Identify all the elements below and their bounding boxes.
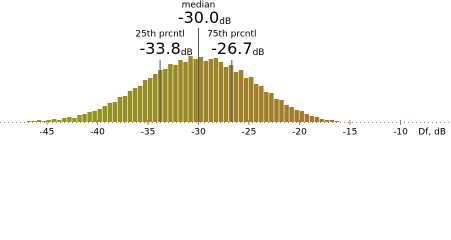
annotation-value: -33.8dB <box>139 39 192 58</box>
bar <box>228 65 234 122</box>
annotation-label: 25th prcntl <box>135 30 184 40</box>
bar <box>329 120 335 122</box>
bar <box>163 69 168 122</box>
x-tick-label: -20 <box>292 128 307 138</box>
annotation-value: -30.0dB <box>178 8 231 27</box>
bar <box>112 102 118 122</box>
annotation-unit: dB <box>219 17 231 27</box>
bar <box>269 93 274 122</box>
bar <box>92 111 97 122</box>
x-tick-label: -45 <box>40 128 55 138</box>
bar <box>173 65 178 122</box>
bar <box>238 70 244 122</box>
bar <box>223 67 229 122</box>
bar <box>72 118 77 122</box>
bar <box>183 62 188 122</box>
annotation-label: median <box>182 1 216 11</box>
bar <box>132 88 138 122</box>
bar <box>274 99 279 122</box>
x-tick-label: -15 <box>343 128 358 138</box>
bar <box>57 120 62 122</box>
bar <box>67 117 72 122</box>
bar <box>153 74 158 122</box>
bar <box>294 110 299 122</box>
bar <box>168 64 173 122</box>
bar <box>178 60 183 122</box>
x-tick-label: -10 <box>393 128 408 138</box>
annotation-number: -33.8 <box>139 39 180 58</box>
bar <box>254 84 259 122</box>
bar <box>193 59 198 122</box>
bar <box>264 92 269 122</box>
bar <box>31 121 37 122</box>
annotation-unit: dB <box>181 48 193 58</box>
x-tick-label: -35 <box>141 128 156 138</box>
bar <box>198 57 203 122</box>
bar <box>309 116 315 122</box>
bar <box>188 56 193 122</box>
bar <box>142 80 148 122</box>
bar <box>62 118 67 122</box>
bar <box>87 112 92 122</box>
bar <box>279 100 284 122</box>
bar <box>107 103 113 122</box>
bar <box>122 96 128 122</box>
annotation-value: -26.7dB <box>211 39 264 58</box>
bar <box>304 114 309 122</box>
bar <box>41 121 47 122</box>
bar <box>203 61 208 122</box>
bar <box>97 109 102 122</box>
bar <box>52 119 57 122</box>
annotation-number: -30.0 <box>178 8 219 27</box>
bar <box>137 86 143 122</box>
x-axis-label: Df, dB <box>418 128 446 138</box>
bar <box>127 91 133 122</box>
bar <box>26 121 32 122</box>
bar <box>82 114 87 122</box>
bar <box>213 58 219 122</box>
bar <box>289 107 294 122</box>
annotation-unit: dB <box>253 48 265 58</box>
annotation-label: 75th prcntl <box>207 30 256 40</box>
bar <box>233 72 239 122</box>
bar <box>284 105 289 122</box>
bar <box>259 86 264 122</box>
bar <box>334 121 340 122</box>
bar <box>102 106 107 122</box>
bars <box>26 56 340 122</box>
bar <box>319 119 325 122</box>
bar <box>324 120 330 122</box>
bar <box>314 117 320 122</box>
bar <box>147 78 153 122</box>
bar <box>77 115 82 122</box>
x-tick-label: -25 <box>242 128 257 138</box>
x-tick-label: -30 <box>191 128 206 138</box>
bar <box>117 97 123 122</box>
annotation-number: -26.7 <box>211 39 252 58</box>
bar <box>299 111 304 122</box>
x-tick-label: -40 <box>90 128 105 138</box>
bar <box>36 120 42 122</box>
bar <box>218 62 224 122</box>
bar <box>243 78 249 122</box>
chart: -45 -40 -35 -30 -25 -20 -15 -10 Df, dB median-30.… <box>0 1 451 138</box>
bar <box>248 77 254 122</box>
bar <box>46 120 52 122</box>
bar <box>208 59 214 122</box>
